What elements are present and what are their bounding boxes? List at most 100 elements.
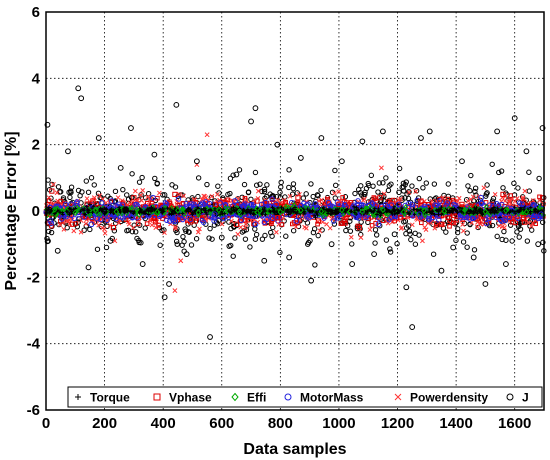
legend-label: Torque	[90, 391, 130, 405]
cloud-point	[433, 221, 439, 226]
cloud-point	[54, 190, 60, 196]
data-point	[297, 155, 304, 161]
data-point	[183, 251, 190, 258]
data-point	[88, 221, 95, 228]
cloud-point	[302, 204, 308, 211]
cloud-point	[139, 198, 144, 203]
cloud-point	[86, 210, 91, 215]
cloud-point	[250, 202, 257, 208]
cloud-point	[432, 212, 437, 217]
cloud-point	[111, 228, 118, 234]
cloud-point	[332, 195, 338, 201]
cloud-point	[324, 221, 329, 227]
cloud-point	[185, 229, 192, 235]
cloud-point	[484, 190, 490, 196]
data-point	[178, 258, 184, 264]
cloud-point	[459, 209, 464, 214]
cloud-point	[369, 223, 375, 228]
data-point	[459, 158, 465, 165]
cloud-point	[352, 190, 358, 197]
cloud-point	[286, 212, 291, 217]
data-point	[460, 228, 466, 234]
cloud-point	[286, 167, 292, 173]
cloud-point	[289, 221, 295, 227]
data-point	[503, 261, 509, 267]
data-point	[170, 218, 177, 224]
y-tick-label: -2	[27, 269, 40, 286]
cloud-point	[455, 226, 461, 232]
data-point	[153, 225, 159, 231]
cloud-point	[368, 172, 375, 179]
cloud-point	[78, 229, 84, 235]
cloud-point	[225, 197, 231, 203]
cloud-point	[180, 211, 185, 216]
cloud-point	[104, 207, 109, 211]
cloud-point	[162, 204, 168, 211]
cloud-point	[487, 211, 493, 218]
data-point	[47, 218, 54, 224]
cloud-point	[533, 207, 538, 212]
cloud-point	[227, 175, 234, 182]
cloud-point	[255, 219, 261, 225]
data-point	[318, 135, 325, 141]
data-point	[503, 207, 509, 215]
data-point	[441, 207, 448, 215]
data-point	[214, 191, 220, 197]
cloud-point	[102, 212, 107, 216]
cloud-point	[90, 206, 94, 210]
data-point	[400, 208, 407, 216]
cloud-point	[472, 211, 476, 215]
data-point	[172, 191, 178, 198]
cloud-point	[512, 205, 517, 209]
data-point	[481, 185, 487, 191]
cloud-point	[537, 194, 542, 200]
cloud-point	[427, 209, 431, 214]
cloud-point	[451, 201, 457, 208]
cloud-point	[426, 217, 432, 223]
cloud-point	[416, 232, 422, 238]
cloud-point	[348, 234, 354, 240]
cloud-point	[278, 179, 284, 186]
cloud-point	[44, 235, 50, 242]
cloud-point	[143, 211, 148, 216]
cloud-point	[498, 168, 505, 174]
cloud-point	[193, 236, 200, 242]
cloud-point	[383, 237, 390, 243]
cloud-point	[91, 182, 97, 188]
cloud-point	[304, 225, 309, 231]
data-point	[216, 206, 222, 214]
cloud-point	[252, 169, 259, 176]
legend-marker	[231, 392, 239, 402]
legend-marker	[394, 393, 402, 401]
cloud-point	[372, 227, 379, 233]
cloud-point	[177, 211, 181, 216]
cloud-point	[373, 206, 377, 211]
data-point	[190, 212, 195, 217]
legend-marker	[75, 394, 81, 400]
cloud-point	[130, 225, 136, 231]
cloud-point	[160, 209, 165, 214]
cloud-point	[139, 174, 145, 181]
cloud-point	[319, 227, 325, 233]
data-point	[374, 212, 380, 217]
cloud-point	[514, 229, 520, 235]
data-point	[252, 105, 259, 112]
data-point	[54, 247, 61, 254]
x-tick-label: 400	[151, 415, 176, 432]
data-point	[359, 208, 366, 216]
x-tick-label: 0	[42, 415, 50, 432]
data-point	[318, 207, 325, 215]
cloud-point	[396, 165, 403, 172]
data-point	[85, 264, 92, 271]
cloud-point	[300, 195, 307, 201]
cloud-point	[84, 196, 90, 201]
data-point	[52, 205, 58, 213]
cloud-point	[68, 184, 75, 190]
cloud-point	[367, 227, 373, 233]
cloud-point	[146, 212, 151, 217]
cloud-point	[373, 232, 380, 238]
cloud-point	[427, 207, 432, 211]
data-point	[482, 281, 489, 287]
data-point	[231, 205, 236, 210]
cloud-point	[125, 206, 129, 211]
